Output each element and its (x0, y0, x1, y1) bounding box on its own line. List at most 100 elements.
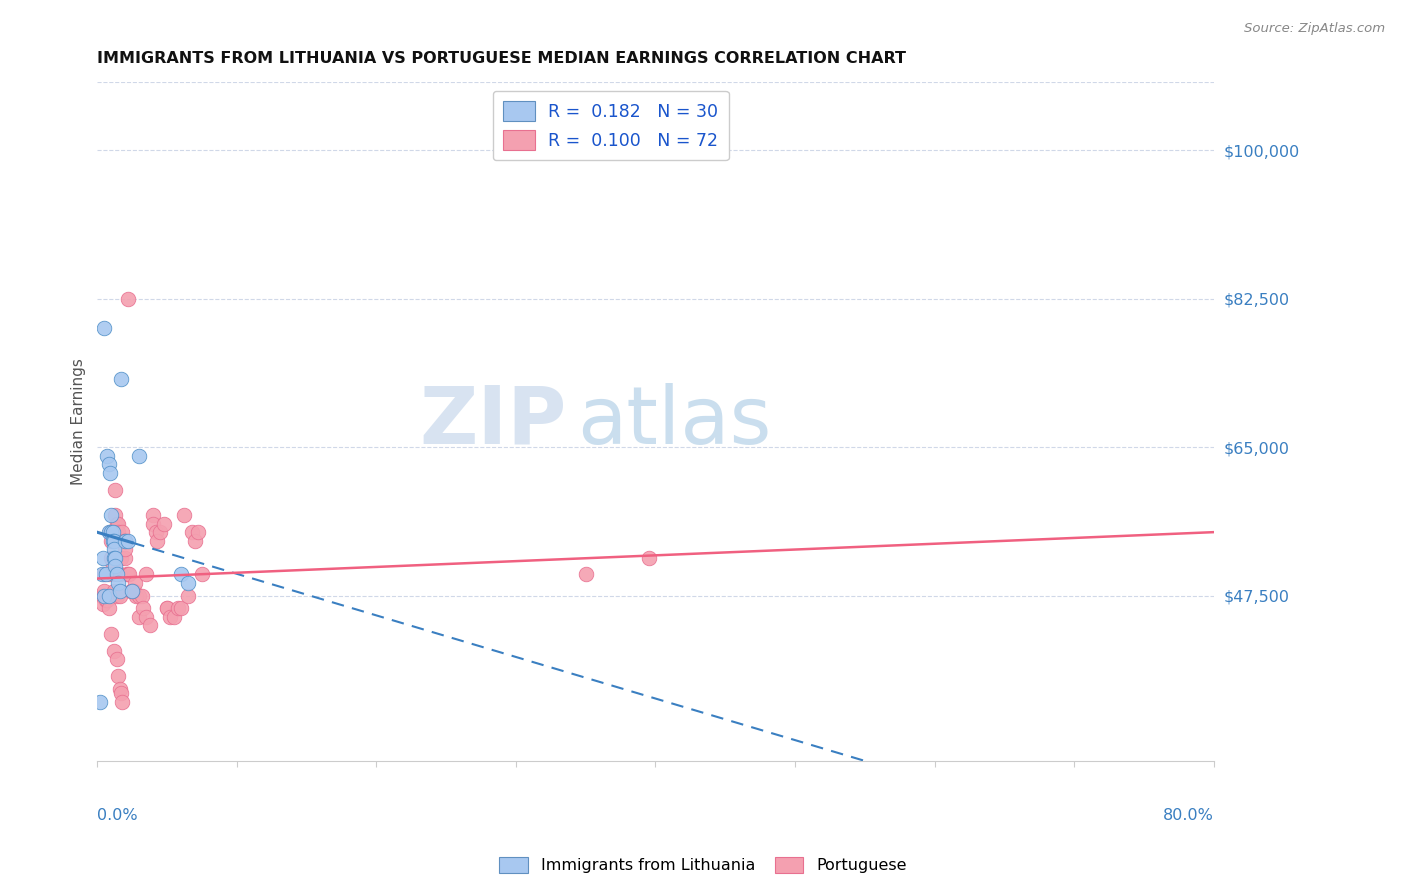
Point (111, 695, 134, 709)
Point (170, 601, 193, 615)
Point (575, 567, 598, 582)
Point (149, 524, 172, 539)
Point (97, 567, 120, 582)
Point (122, 584, 145, 599)
Point (103, 533, 125, 548)
Legend: R =  0.182   N = 30, R =  0.100   N = 72: R = 0.182 N = 30, R = 0.100 N = 72 (494, 91, 728, 161)
Point (94, 593, 117, 607)
Point (128, 449, 150, 463)
Point (173, 508, 195, 522)
Point (105, 652, 128, 666)
Point (177, 589, 200, 603)
Point (108, 589, 131, 603)
Point (153, 516, 176, 531)
Point (105, 589, 128, 603)
Point (110, 372, 132, 386)
Point (90, 567, 112, 582)
Point (107, 576, 129, 591)
Point (177, 576, 200, 591)
Point (93, 589, 115, 603)
Point (89, 695, 111, 709)
Point (117, 567, 139, 582)
Point (101, 559, 124, 574)
Text: 0.0%: 0.0% (97, 808, 138, 823)
Point (142, 516, 165, 531)
Point (117, 292, 139, 306)
Point (100, 550, 122, 565)
Point (97, 601, 120, 615)
Point (156, 601, 179, 615)
Point (107, 516, 129, 531)
Point (103, 644, 125, 658)
Point (97, 457, 120, 471)
Point (112, 533, 135, 548)
Point (101, 533, 124, 548)
Point (97, 524, 120, 539)
Point (108, 584, 131, 599)
Point (146, 533, 169, 548)
Point (91, 550, 114, 565)
Point (100, 508, 122, 522)
Point (170, 567, 193, 582)
Point (114, 533, 136, 548)
Point (111, 524, 134, 539)
Point (135, 567, 157, 582)
Point (110, 686, 132, 700)
Point (97, 589, 120, 603)
Point (121, 584, 143, 599)
Point (115, 567, 138, 582)
Point (93, 567, 115, 582)
Point (96, 449, 118, 463)
Point (125, 589, 148, 603)
Point (105, 516, 128, 531)
Point (114, 533, 136, 548)
Text: atlas: atlas (578, 383, 772, 460)
Point (103, 550, 125, 565)
Point (114, 542, 136, 557)
Point (104, 508, 127, 522)
Point (191, 567, 214, 582)
Point (114, 550, 136, 565)
Point (91, 597, 114, 611)
Point (96, 593, 118, 607)
Point (121, 584, 143, 599)
Point (187, 524, 209, 539)
Point (100, 524, 122, 539)
Point (101, 524, 124, 539)
Point (100, 533, 122, 548)
Point (108, 682, 131, 697)
Point (139, 618, 162, 632)
Point (104, 550, 127, 565)
Point (135, 610, 157, 624)
Point (163, 610, 186, 624)
Legend: Immigrants from Lithuania, Portuguese: Immigrants from Lithuania, Portuguese (494, 850, 912, 880)
Point (120, 584, 142, 599)
Point (128, 589, 150, 603)
Point (108, 567, 131, 582)
Point (93, 321, 115, 335)
Point (167, 601, 190, 615)
Point (118, 567, 141, 582)
Point (104, 559, 127, 574)
Point (142, 508, 165, 522)
Point (94, 567, 117, 582)
Point (103, 584, 125, 599)
Point (98, 466, 121, 480)
Point (98, 524, 121, 539)
Point (128, 610, 150, 624)
Point (181, 524, 204, 539)
Text: 80.0%: 80.0% (1163, 808, 1213, 823)
Point (107, 669, 129, 683)
Point (132, 601, 155, 615)
Point (93, 584, 115, 599)
Point (156, 601, 179, 615)
Point (159, 610, 181, 624)
Point (101, 567, 124, 582)
Text: Source: ZipAtlas.com: Source: ZipAtlas.com (1244, 22, 1385, 36)
Text: IMMIGRANTS FROM LITHUANIA VS PORTUGUESE MEDIAN EARNINGS CORRELATION CHART: IMMIGRANTS FROM LITHUANIA VS PORTUGUESE … (97, 51, 907, 66)
Point (117, 533, 139, 548)
Point (145, 524, 167, 539)
Point (124, 576, 146, 591)
Point (121, 584, 143, 599)
Point (100, 627, 122, 641)
